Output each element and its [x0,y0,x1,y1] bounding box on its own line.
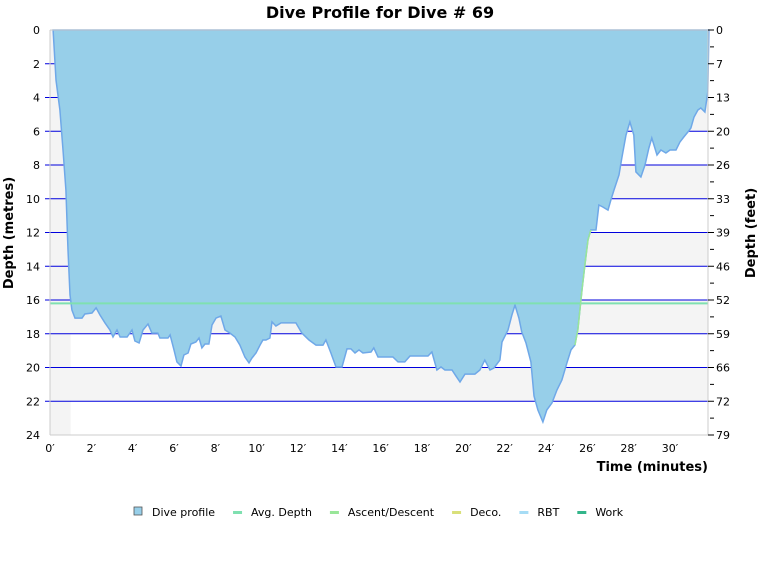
legend-swatch-box [133,506,143,516]
y-tick-label: 16 [26,294,40,307]
x-tick-label: 28′ [620,442,637,455]
legend-swatch-line [452,511,462,514]
x-tick-label: 10′ [248,442,265,455]
legend-label: Ascent/Descent [348,506,435,519]
y2-tick-label: 66 [716,362,730,375]
y-tick-label: 14 [26,260,40,273]
y-tick-label: 4 [33,92,40,105]
y-tick-label: 22 [26,395,40,408]
y2-tick-label: 7 [716,58,723,71]
y-tick-label: 10 [26,193,40,206]
x-tick-label: 26′ [579,442,596,455]
y2-tick-label: 13 [716,92,730,105]
chart-title: Dive Profile for Dive # 69 [266,3,494,22]
y2-tick-label: 79 [716,429,730,442]
x-tick-label: 16′ [372,442,389,455]
y-tick-label: 20 [26,362,40,375]
grid-band [50,367,708,402]
x-tick-label: 14′ [331,442,348,455]
y2-tick-label: 59 [716,328,730,341]
y2-tick-label: 72 [716,395,730,408]
y2-tick-label: 0 [716,24,723,37]
y2-tick-label: 33 [716,193,730,206]
y2-tick-label: 39 [716,227,730,240]
legend-label: Dive profile [152,506,215,519]
y-tick-label: 24 [26,429,40,442]
ascent-line [574,229,592,346]
legend-label: Avg. Depth [251,506,312,519]
legend-swatch-line [519,511,529,514]
x-tick-label: 22′ [496,442,513,455]
legend-label: Work [595,506,623,519]
x-tick-label: 30′ [662,442,679,455]
x-tick-label: 4′ [128,442,138,455]
legend-swatch-line [577,511,587,514]
x-tick-label: 6′ [169,442,179,455]
y2-tick-label: 52 [716,294,730,307]
y2-tick-label: 46 [716,260,730,273]
y-axis-label: Depth (metres) [2,177,17,289]
y2-axis-label: Depth (feet) [744,188,759,278]
dive-profile-area [52,29,710,425]
legend-label: RBT [537,506,559,519]
x-tick-label: 12′ [290,442,307,455]
y-tick-label: 18 [26,328,40,341]
y-tick-label: 0 [33,24,40,37]
x-tick-label: 0′ [45,442,55,455]
x-tick-label: 24′ [538,442,555,455]
x-tick-label: 8′ [211,442,221,455]
x-axis-label: Time (minutes) [597,460,708,475]
y-tick-label: 6 [33,125,40,138]
legend-label: Deco. [470,506,501,519]
y2-tick-label: 20 [716,125,730,138]
y2-tick-label: 26 [716,159,730,172]
legend-swatch-line [329,511,339,514]
legend-swatch-line [233,511,243,514]
x-tick-label: 18′ [414,442,431,455]
y-tick-label: 2 [33,58,40,71]
y-tick-label: 12 [26,227,40,240]
y-tick-label: 8 [33,159,40,172]
x-tick-label: 2′ [87,442,97,455]
x-tick-label: 20′ [455,442,472,455]
